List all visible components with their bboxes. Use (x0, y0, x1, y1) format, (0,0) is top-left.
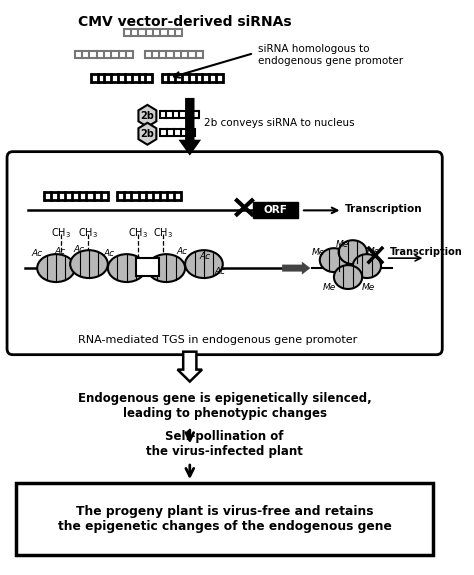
Text: Ac: Ac (177, 247, 188, 256)
Ellipse shape (334, 265, 362, 289)
Text: CH$_3$: CH$_3$ (154, 227, 173, 240)
Text: Ac: Ac (32, 248, 43, 258)
Ellipse shape (70, 250, 108, 278)
Text: 2b: 2b (140, 111, 155, 121)
Text: Me: Me (312, 248, 326, 256)
Text: CH$_3$: CH$_3$ (128, 227, 148, 240)
Text: CMV vector-derived siRNAs: CMV vector-derived siRNAs (78, 16, 292, 29)
Text: Me: Me (367, 247, 380, 256)
Ellipse shape (147, 254, 185, 282)
Text: RNA-mediated TGS in endogenous gene promoter: RNA-mediated TGS in endogenous gene prom… (78, 335, 358, 345)
FancyBboxPatch shape (17, 483, 433, 555)
Polygon shape (138, 123, 156, 145)
FancyBboxPatch shape (253, 202, 298, 218)
Text: The progeny plant is virus-free and retains
the epigenetic changes of the endoge: The progeny plant is virus-free and reta… (58, 505, 392, 533)
Text: Self-pollination of
the virus-infected plant: Self-pollination of the virus-infected p… (146, 430, 303, 458)
Text: Transcription: Transcription (390, 247, 462, 257)
Text: siRNA homologous to
endogenous gene promoter: siRNA homologous to endogenous gene prom… (258, 44, 403, 66)
Polygon shape (138, 105, 156, 126)
Text: 2b conveys siRNA to nucleus: 2b conveys siRNA to nucleus (204, 118, 355, 128)
Ellipse shape (185, 250, 223, 278)
Text: Ac: Ac (199, 252, 210, 260)
Ellipse shape (37, 254, 75, 282)
Text: CH$_3$: CH$_3$ (78, 227, 98, 240)
Text: Me: Me (336, 240, 349, 249)
Text: Me: Me (362, 283, 375, 293)
Text: Ac: Ac (103, 248, 114, 258)
Text: CH$_3$: CH$_3$ (51, 227, 71, 240)
Ellipse shape (353, 254, 381, 278)
FancyArrow shape (179, 98, 201, 156)
Text: Ac: Ac (73, 245, 84, 254)
FancyArrow shape (178, 352, 202, 382)
Ellipse shape (338, 240, 367, 264)
FancyArrow shape (282, 262, 310, 275)
Ellipse shape (320, 248, 348, 272)
Text: Endogenous gene is epigenetically silenced,
leading to phenotypic changes: Endogenous gene is epigenetically silenc… (78, 393, 372, 420)
Text: Transcription: Transcription (345, 204, 423, 214)
Text: Me: Me (323, 282, 336, 292)
Ellipse shape (108, 254, 146, 282)
Text: ORF: ORF (264, 205, 287, 216)
Text: Ac: Ac (54, 247, 65, 256)
FancyBboxPatch shape (136, 258, 159, 276)
FancyBboxPatch shape (7, 152, 442, 355)
Text: Ac: Ac (214, 267, 226, 275)
Text: 2b: 2b (140, 129, 155, 139)
